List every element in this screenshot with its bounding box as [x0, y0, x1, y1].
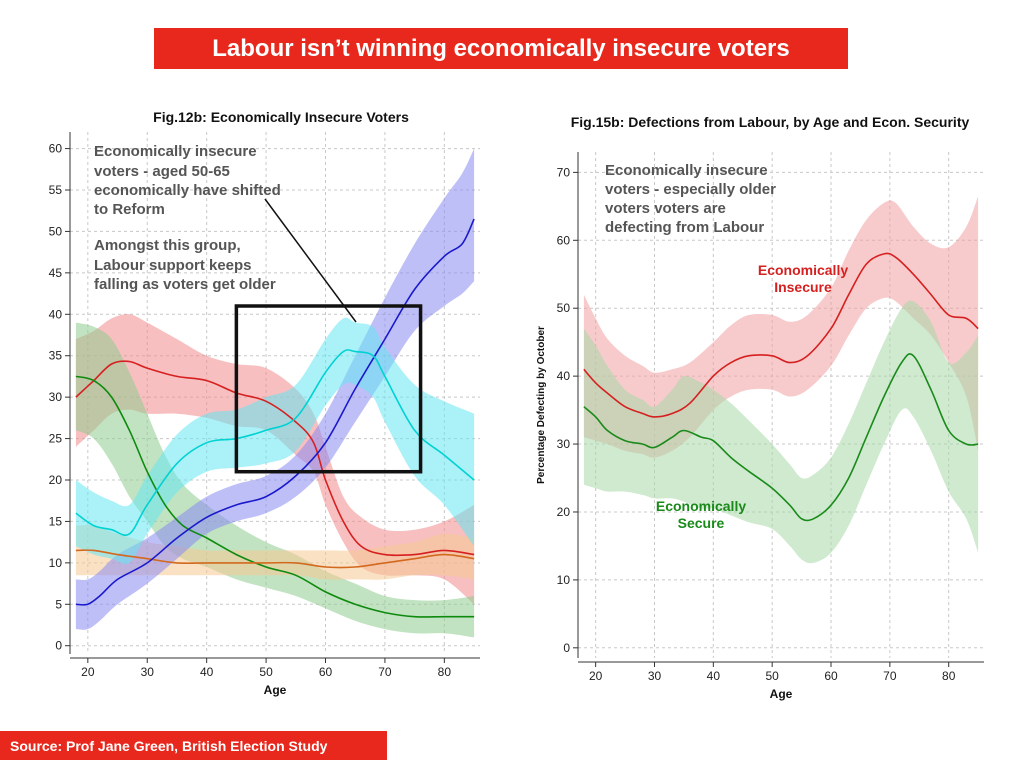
fig12b-ytick-label: 0 — [55, 639, 62, 653]
fig12b-annotation-line: voters - aged 50-65 — [94, 163, 230, 180]
fig12b-ytick-label: 15 — [49, 514, 63, 528]
fig12b-xtick-label: 80 — [438, 665, 452, 679]
fig15b-xtick-label: 60 — [824, 669, 838, 683]
fig12b-series-line-4 — [75, 349, 475, 536]
fig12b-ytick-label: 60 — [49, 142, 63, 156]
fig12b-ytick-label: 35 — [49, 349, 63, 363]
fig12b-series-line-3 — [75, 218, 475, 606]
source-text: Source: Prof Jane Green, British Electio… — [10, 737, 328, 754]
fig15b-xtick-label: 80 — [942, 669, 956, 683]
fig15b-ytick-label: 40 — [557, 369, 571, 383]
fig12b-ytick-label: 20 — [49, 473, 63, 487]
fig12b-band-4 — [75, 317, 475, 565]
source-banner: Source: Prof Jane Green, British Electio… — [0, 731, 387, 760]
fig12b-xtick-label: 70 — [378, 665, 392, 679]
fig15b-plot: Fig.15b: Defections from Labour, by Age … — [536, 114, 984, 701]
fig12b-series-line-1 — [75, 375, 475, 618]
fig15b-ytick-label: 60 — [557, 233, 571, 247]
fig15b-ytick-label: 0 — [563, 641, 570, 655]
fig15b-xtick-label: 30 — [648, 669, 662, 683]
fig12b-xtick-label: 30 — [141, 665, 155, 679]
fig12b-annotation-line: to Reform — [94, 201, 165, 218]
fig15b-series-line-0 — [583, 252, 979, 418]
fig12b-annotation-line: Labour support keeps — [94, 257, 252, 274]
fig12b-annotation-line: economically have shifted — [94, 182, 281, 199]
fig12b-ytick-label: 25 — [49, 432, 63, 446]
fig15b-xtick-label: 40 — [707, 669, 721, 683]
fig12b-annotation-line: Amongst this group, — [94, 237, 241, 254]
fig15b-annotation-line: defecting from Labour — [605, 219, 764, 236]
fig15b-series-label-1: Economically — [656, 498, 746, 514]
fig12b-band-2 — [75, 524, 475, 580]
fig15b-series-label-0: Economically — [758, 262, 848, 278]
fig12b-ytick-label: 30 — [49, 390, 63, 404]
fig15b-xtick-label: 70 — [883, 669, 897, 683]
fig15b-ytick-label: 30 — [557, 437, 571, 451]
fig12b-ytick-label: 5 — [55, 597, 62, 611]
fig12b-xtick-label: 40 — [200, 665, 214, 679]
fig15b-ytick-label: 20 — [557, 505, 571, 519]
fig12b-xtick-label: 60 — [319, 665, 333, 679]
fig15b-y-axis-label: Percentage Defecting by October — [536, 326, 547, 484]
fig12b-x-axis-label: Age — [264, 683, 287, 697]
fig12b-annotation-line: falling as voters get older — [94, 276, 276, 293]
headline-banner: Labour isn’t winning economically insecu… — [154, 28, 848, 69]
fig15b-annotation-line: Economically insecure — [605, 162, 768, 179]
fig12b-title: Fig.12b: Economically Insecure Voters — [153, 109, 409, 125]
fig12b-annotation-line: Economically insecure — [94, 143, 257, 160]
fig15b-series-line-1 — [583, 353, 979, 522]
fig12b-series-line-0 — [75, 360, 475, 557]
fig15b-xtick-label: 20 — [589, 669, 603, 683]
fig12b-ytick-label: 10 — [49, 556, 63, 570]
fig15b-annotation-line: voters voters are — [605, 200, 726, 217]
fig15b-band-1 — [583, 300, 979, 564]
fig12b-band-0 — [75, 314, 475, 605]
headline-text: Labour isn’t winning economically insecu… — [212, 34, 790, 62]
fig12b-ytick-label: 55 — [49, 183, 63, 197]
fig15b-ytick-label: 50 — [557, 301, 571, 315]
fig15b-ytick-label: 10 — [557, 573, 571, 587]
fig12b-plot: Fig.12b: Economically Insecure Voters 0 5 1… — [49, 109, 480, 697]
fig15b-x-axis-label: Age — [770, 687, 793, 701]
fig12b-highlight-box — [234, 304, 423, 474]
fig12b-xtick-label: 50 — [259, 665, 273, 679]
fig12b-series-line-2 — [75, 549, 475, 569]
fig12b-ytick-label: 40 — [49, 307, 63, 321]
fig15b-title: Fig.15b: Defections from Labour, by Age … — [571, 114, 970, 130]
fig12b-annotation-pointer — [264, 198, 357, 323]
fig15b-series-label-1: Secure — [678, 515, 725, 531]
fig12b-ytick-label: 50 — [49, 224, 63, 238]
fig15b-annotation-line: voters - especially older — [605, 181, 776, 198]
fig15b-xtick-label: 50 — [765, 669, 779, 683]
fig12b-ytick-label: 45 — [49, 266, 63, 280]
fig12b-xtick-label: 20 — [81, 665, 95, 679]
fig15b-ytick-label: 70 — [557, 165, 571, 179]
fig15b-series-label-0: Insecure — [774, 279, 832, 295]
